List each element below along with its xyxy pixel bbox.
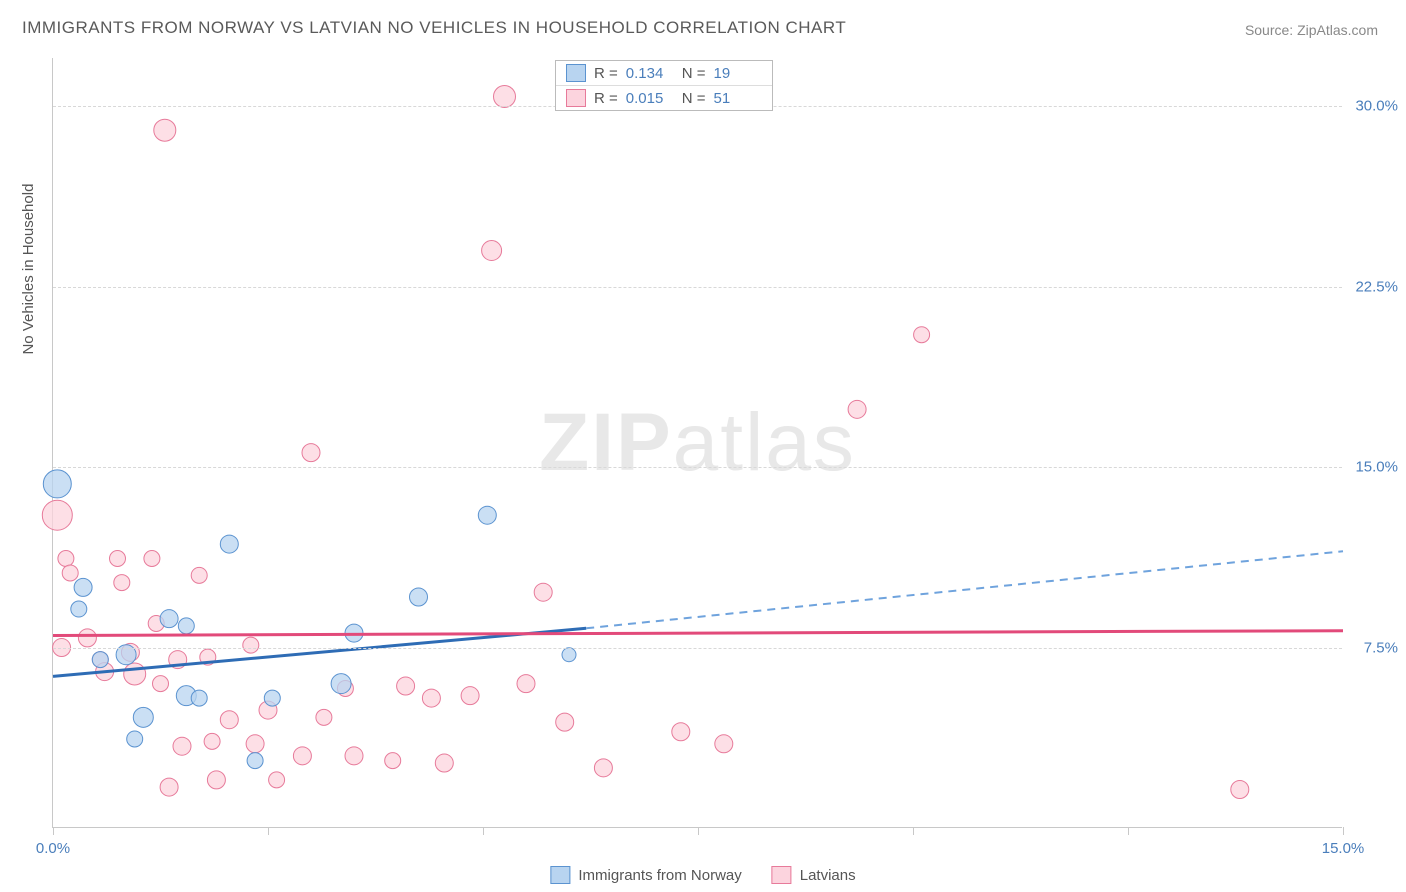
- stats-row-latvians: R = 0.015 N = 51: [556, 86, 772, 110]
- legend-item-norway: Immigrants from Norway: [550, 866, 741, 884]
- bottom-legend: Immigrants from Norway Latvians: [550, 866, 855, 884]
- swatch-latvians-icon: [772, 866, 792, 884]
- swatch-latvians: [566, 89, 586, 107]
- r-label: R =: [594, 90, 618, 107]
- stats-legend: R = 0.134 N = 19 R = 0.015 N = 51: [555, 60, 773, 111]
- n-value-latvians: 51: [714, 90, 762, 107]
- source-text: Source: ZipAtlas.com: [1245, 22, 1378, 38]
- y-axis-label: No Vehicles in Household: [20, 184, 37, 355]
- stats-row-norway: R = 0.134 N = 19: [556, 61, 772, 86]
- r-value-latvians: 0.015: [626, 90, 674, 107]
- chart-title: IMMIGRANTS FROM NORWAY VS LATVIAN NO VEH…: [22, 18, 846, 38]
- plot-area: ZIPatlas 7.5%15.0%22.5%30.0%0.0%15.0%: [52, 58, 1342, 828]
- r-value-norway: 0.134: [626, 65, 674, 82]
- n-label: N =: [682, 90, 706, 107]
- r-label: R =: [594, 65, 618, 82]
- legend-label-norway: Immigrants from Norway: [578, 867, 741, 884]
- swatch-norway: [566, 64, 586, 82]
- n-label: N =: [682, 65, 706, 82]
- legend-item-latvians: Latvians: [772, 866, 856, 884]
- swatch-norway-icon: [550, 866, 570, 884]
- n-value-norway: 19: [714, 65, 762, 82]
- plot-svg: [53, 58, 1342, 827]
- legend-label-latvians: Latvians: [800, 867, 856, 884]
